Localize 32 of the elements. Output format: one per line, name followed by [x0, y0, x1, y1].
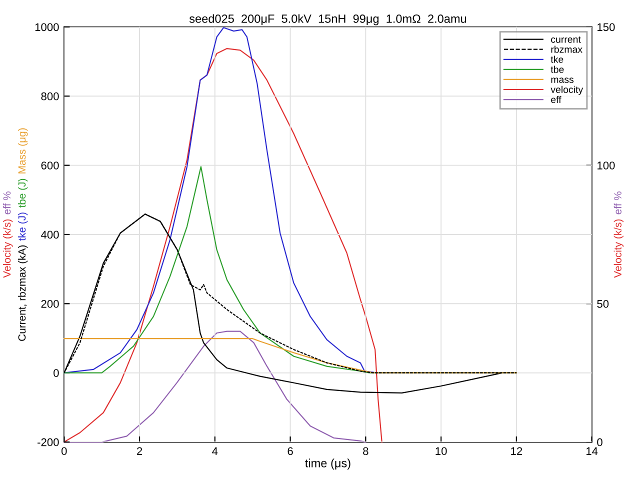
x-tick-label: 14 [586, 447, 598, 455]
y-tick-label: 400 [40, 230, 59, 239]
x-tick-label: 10 [436, 447, 447, 456]
x-axis-title: time (μs) [305, 458, 350, 470]
x-tick-label: 2 [136, 447, 142, 455]
y2-tick-label: 150 [598, 23, 615, 32]
x-tick-label: 8 [363, 447, 368, 456]
y-tick-label: -200 [38, 438, 59, 446]
line-series [64, 330, 366, 443]
y-tick-label: 800 [41, 92, 59, 100]
x-tick-label: 6 [288, 447, 293, 456]
legend-label: eff [551, 96, 562, 104]
line-series [64, 338, 517, 374]
legend-label: velocity [550, 86, 584, 95]
y2-tick-label: 0 [597, 438, 602, 446]
legend-label: tbe [550, 66, 564, 73]
y2-tick-label: 50 [597, 300, 609, 308]
x-tick-label: 0 [61, 447, 67, 456]
x-tick-label: 4 [212, 447, 218, 455]
legend-label: current [551, 36, 581, 43]
y-tick-label: 1000 [35, 23, 59, 32]
legend-label: tke [550, 56, 564, 63]
legend-label: mass [551, 78, 574, 83]
y2-axis-title: Velocity (k/s) eff % [614, 192, 624, 278]
x-tick-label: 12 [511, 447, 522, 455]
y2-tick-label: 100 [598, 162, 615, 170]
y-tick-label: 200 [41, 300, 59, 308]
y-tick-label: 600 [41, 162, 59, 170]
y-tick-label: 0 [54, 369, 59, 377]
legend-label: rbzmax [551, 46, 582, 53]
line-series [64, 48, 382, 443]
chart-title: seed025 200μF 5.0kV 15nH 99μg 1.0mΩ 2.0amu [189, 14, 466, 26]
